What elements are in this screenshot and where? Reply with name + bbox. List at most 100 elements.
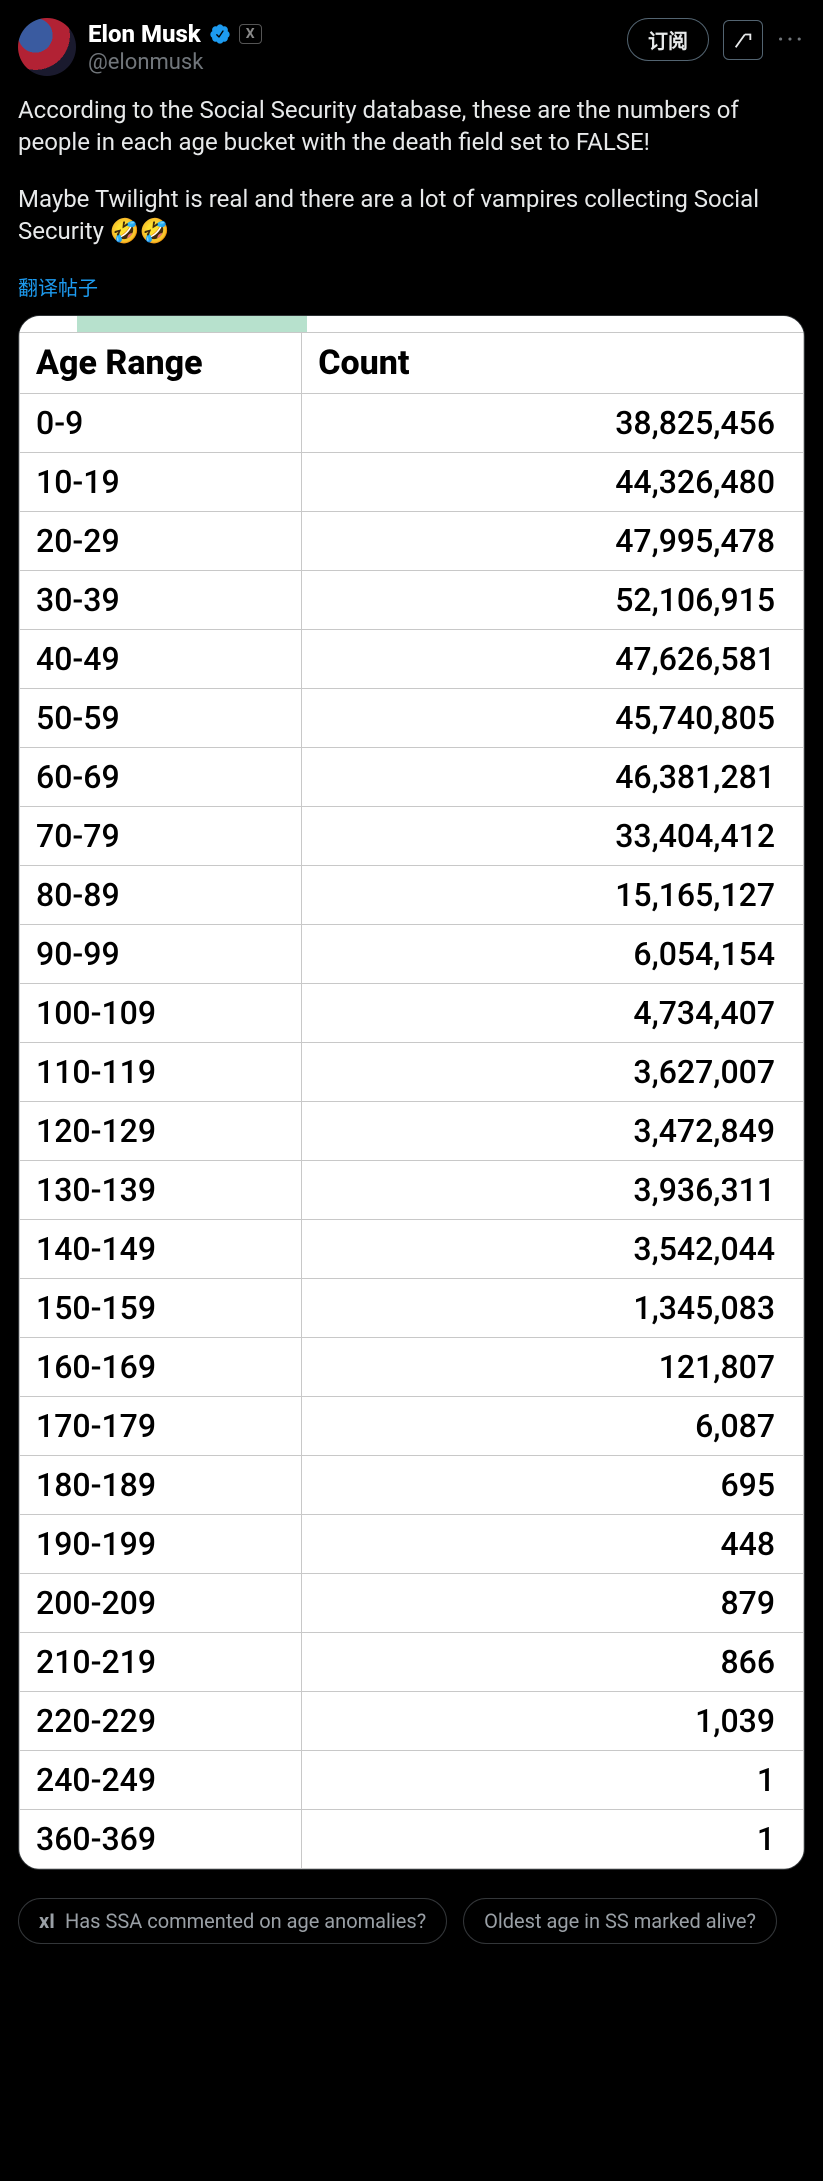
cell-age-range: 70-79 bbox=[20, 806, 302, 865]
cell-age-range: 180-189 bbox=[20, 1455, 302, 1514]
col-header-age: Age Range bbox=[20, 332, 302, 393]
table-row: 170-1796,087 bbox=[20, 1396, 804, 1455]
cell-count: 1,039 bbox=[302, 1691, 804, 1750]
cell-age-range: 190-199 bbox=[20, 1514, 302, 1573]
cell-count: 15,165,127 bbox=[302, 865, 804, 924]
cell-count: 44,326,480 bbox=[302, 452, 804, 511]
cell-count: 6,087 bbox=[302, 1396, 804, 1455]
cell-age-range: 100-109 bbox=[20, 983, 302, 1042]
table-row: 360-3691 bbox=[20, 1809, 804, 1868]
age-count-table: Age Range Count 0-938,825,45610-1944,326… bbox=[19, 332, 804, 1869]
table-row: 30-3952,106,915 bbox=[20, 570, 804, 629]
table-header-row: Age Range Count bbox=[20, 332, 804, 393]
table-row: 20-2947,995,478 bbox=[20, 511, 804, 570]
table-row: 190-199448 bbox=[20, 1514, 804, 1573]
suggestion-text: Oldest age in SS marked alive? bbox=[484, 1909, 756, 1933]
grok-prefix-icon: xI bbox=[39, 1909, 55, 1933]
cell-age-range: 0-9 bbox=[20, 393, 302, 452]
tweet-paragraph-2: Maybe Twilight is real and there are a l… bbox=[18, 183, 805, 248]
table-row: 220-2291,039 bbox=[20, 1691, 804, 1750]
cell-count: 52,106,915 bbox=[302, 570, 804, 629]
cell-count: 47,626,581 bbox=[302, 629, 804, 688]
cell-age-range: 150-159 bbox=[20, 1278, 302, 1337]
avatar[interactable] bbox=[18, 18, 76, 76]
table-row: 60-6946,381,281 bbox=[20, 747, 804, 806]
tweet-text: According to the Social Security databas… bbox=[18, 94, 805, 248]
cell-count: 45,740,805 bbox=[302, 688, 804, 747]
display-name[interactable]: Elon Musk bbox=[88, 20, 201, 48]
tweet-header: Elon Musk X @elonmusk 订阅 ··· bbox=[18, 18, 805, 76]
cell-age-range: 110-119 bbox=[20, 1042, 302, 1101]
grok-icon bbox=[732, 29, 754, 51]
table-row: 50-5945,740,805 bbox=[20, 688, 804, 747]
table-row: 210-219866 bbox=[20, 1632, 804, 1691]
table-row: 110-1193,627,007 bbox=[20, 1042, 804, 1101]
table-row: 180-189695 bbox=[20, 1455, 804, 1514]
cell-count: 3,627,007 bbox=[302, 1042, 804, 1101]
spreadsheet-selection-bar bbox=[19, 316, 804, 332]
table-row: 200-209879 bbox=[20, 1573, 804, 1632]
embedded-table-image[interactable]: Age Range Count 0-938,825,45610-1944,326… bbox=[18, 315, 805, 1870]
cell-age-range: 80-89 bbox=[20, 865, 302, 924]
x-affiliate-badge: X bbox=[239, 24, 262, 44]
cell-count: 879 bbox=[302, 1573, 804, 1632]
table-row: 160-169121,807 bbox=[20, 1337, 804, 1396]
table-row: 0-938,825,456 bbox=[20, 393, 804, 452]
table-row: 90-996,054,154 bbox=[20, 924, 804, 983]
cell-count: 3,472,849 bbox=[302, 1101, 804, 1160]
table-row: 150-1591,345,083 bbox=[20, 1278, 804, 1337]
cell-count: 121,807 bbox=[302, 1337, 804, 1396]
cell-count: 6,054,154 bbox=[302, 924, 804, 983]
col-header-count: Count bbox=[302, 332, 804, 393]
cell-count: 866 bbox=[302, 1632, 804, 1691]
table-row: 140-1493,542,044 bbox=[20, 1219, 804, 1278]
cell-count: 38,825,456 bbox=[302, 393, 804, 452]
verified-icon bbox=[209, 23, 231, 45]
cell-count: 1 bbox=[302, 1750, 804, 1809]
cell-age-range: 160-169 bbox=[20, 1337, 302, 1396]
table-row: 100-1094,734,407 bbox=[20, 983, 804, 1042]
cell-age-range: 210-219 bbox=[20, 1632, 302, 1691]
cell-count: 3,542,044 bbox=[302, 1219, 804, 1278]
suggestion-pill[interactable]: Oldest age in SS marked alive? bbox=[463, 1898, 777, 1944]
cell-age-range: 170-179 bbox=[20, 1396, 302, 1455]
cell-count: 448 bbox=[302, 1514, 804, 1573]
cell-age-range: 20-29 bbox=[20, 511, 302, 570]
table-row: 40-4947,626,581 bbox=[20, 629, 804, 688]
cell-count: 1 bbox=[302, 1809, 804, 1868]
suggestion-pill[interactable]: xI Has SSA commented on age anomalies? bbox=[18, 1898, 447, 1944]
cell-age-range: 360-369 bbox=[20, 1809, 302, 1868]
cell-age-range: 130-139 bbox=[20, 1160, 302, 1219]
table-row: 130-1393,936,311 bbox=[20, 1160, 804, 1219]
cell-count: 1,345,083 bbox=[302, 1278, 804, 1337]
cell-age-range: 140-149 bbox=[20, 1219, 302, 1278]
grok-button[interactable] bbox=[723, 20, 763, 60]
cell-age-range: 30-39 bbox=[20, 570, 302, 629]
cell-age-range: 50-59 bbox=[20, 688, 302, 747]
author-block[interactable]: Elon Musk X @elonmusk bbox=[18, 18, 262, 76]
suggestion-text: Has SSA commented on age anomalies? bbox=[65, 1909, 426, 1933]
cell-age-range: 240-249 bbox=[20, 1750, 302, 1809]
table-row: 80-8915,165,127 bbox=[20, 865, 804, 924]
tweet-paragraph-1: According to the Social Security databas… bbox=[18, 94, 805, 159]
author-handle[interactable]: @elonmusk bbox=[88, 50, 262, 75]
cell-count: 4,734,407 bbox=[302, 983, 804, 1042]
cell-age-range: 10-19 bbox=[20, 452, 302, 511]
cell-count: 3,936,311 bbox=[302, 1160, 804, 1219]
table-row: 120-1293,472,849 bbox=[20, 1101, 804, 1160]
cell-age-range: 60-69 bbox=[20, 747, 302, 806]
cell-age-range: 40-49 bbox=[20, 629, 302, 688]
cell-count: 695 bbox=[302, 1455, 804, 1514]
translate-link[interactable]: 翻译帖子 bbox=[18, 272, 98, 301]
grok-suggestions: xI Has SSA commented on age anomalies? O… bbox=[18, 1898, 805, 1944]
author-names: Elon Musk X @elonmusk bbox=[88, 20, 262, 75]
cell-count: 33,404,412 bbox=[302, 806, 804, 865]
table-row: 240-2491 bbox=[20, 1750, 804, 1809]
cell-count: 46,381,281 bbox=[302, 747, 804, 806]
cell-age-range: 90-99 bbox=[20, 924, 302, 983]
cell-age-range: 220-229 bbox=[20, 1691, 302, 1750]
cell-age-range: 200-209 bbox=[20, 1573, 302, 1632]
subscribe-button[interactable]: 订阅 bbox=[627, 18, 709, 61]
more-button[interactable]: ··· bbox=[777, 23, 805, 56]
table-row: 10-1944,326,480 bbox=[20, 452, 804, 511]
